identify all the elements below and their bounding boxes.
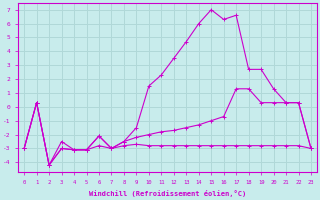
X-axis label: Windchill (Refroidissement éolien,°C): Windchill (Refroidissement éolien,°C): [89, 190, 246, 197]
